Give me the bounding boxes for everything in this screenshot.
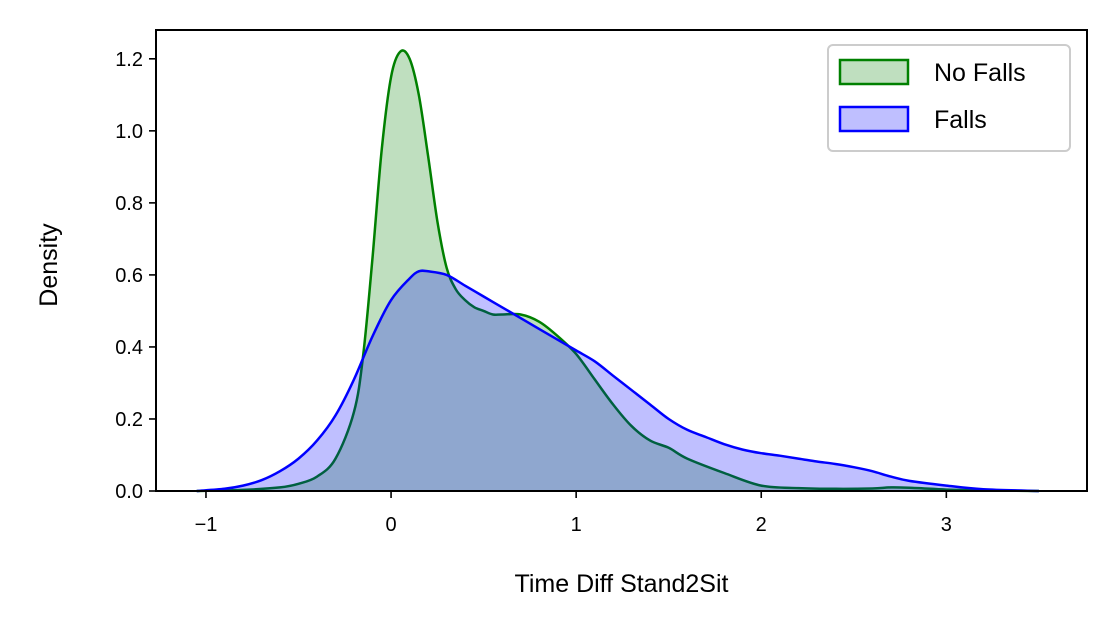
y-tick-label: 0.2 bbox=[115, 409, 143, 431]
line-no-falls bbox=[196, 49, 1039, 493]
area-no-falls bbox=[196, 50, 1039, 491]
y-tick-label: 0.4 bbox=[115, 337, 143, 359]
legend: No Falls Falls bbox=[827, 44, 1071, 152]
legend-swatch-falls bbox=[838, 105, 910, 133]
x-tick-label: 3 bbox=[941, 514, 952, 536]
y-tick-label: 1.0 bbox=[115, 121, 143, 143]
ticks-layer: −1 0 1 2 3 0.0 0.2 0.4 0.6 0.8 1.0 1.2 bbox=[115, 49, 952, 536]
x-axis-label: Time Diff Stand2Sit bbox=[515, 570, 729, 598]
y-axis-label: Density bbox=[35, 223, 63, 307]
plot-frame bbox=[155, 29, 1088, 492]
y-tick-label: 1.2 bbox=[115, 49, 143, 71]
x-tick-label: −1 bbox=[195, 514, 218, 536]
x-tick-label: 0 bbox=[386, 514, 397, 536]
y-tick-label: 0.6 bbox=[115, 265, 143, 287]
y-tick-label: 0.8 bbox=[115, 193, 143, 215]
legend-items: No Falls Falls bbox=[838, 58, 1026, 134]
legend-swatch-no-falls bbox=[838, 58, 910, 86]
y-tick-label: 0.0 bbox=[115, 481, 143, 503]
legend-frame bbox=[827, 44, 1071, 152]
x-tick-label: 2 bbox=[756, 514, 767, 536]
legend-label-no-falls: No Falls bbox=[934, 59, 1026, 87]
series-layer bbox=[196, 49, 1039, 493]
x-tick-label: 1 bbox=[571, 514, 582, 536]
line-falls bbox=[196, 269, 1039, 493]
legend-label-falls: Falls bbox=[934, 106, 987, 134]
